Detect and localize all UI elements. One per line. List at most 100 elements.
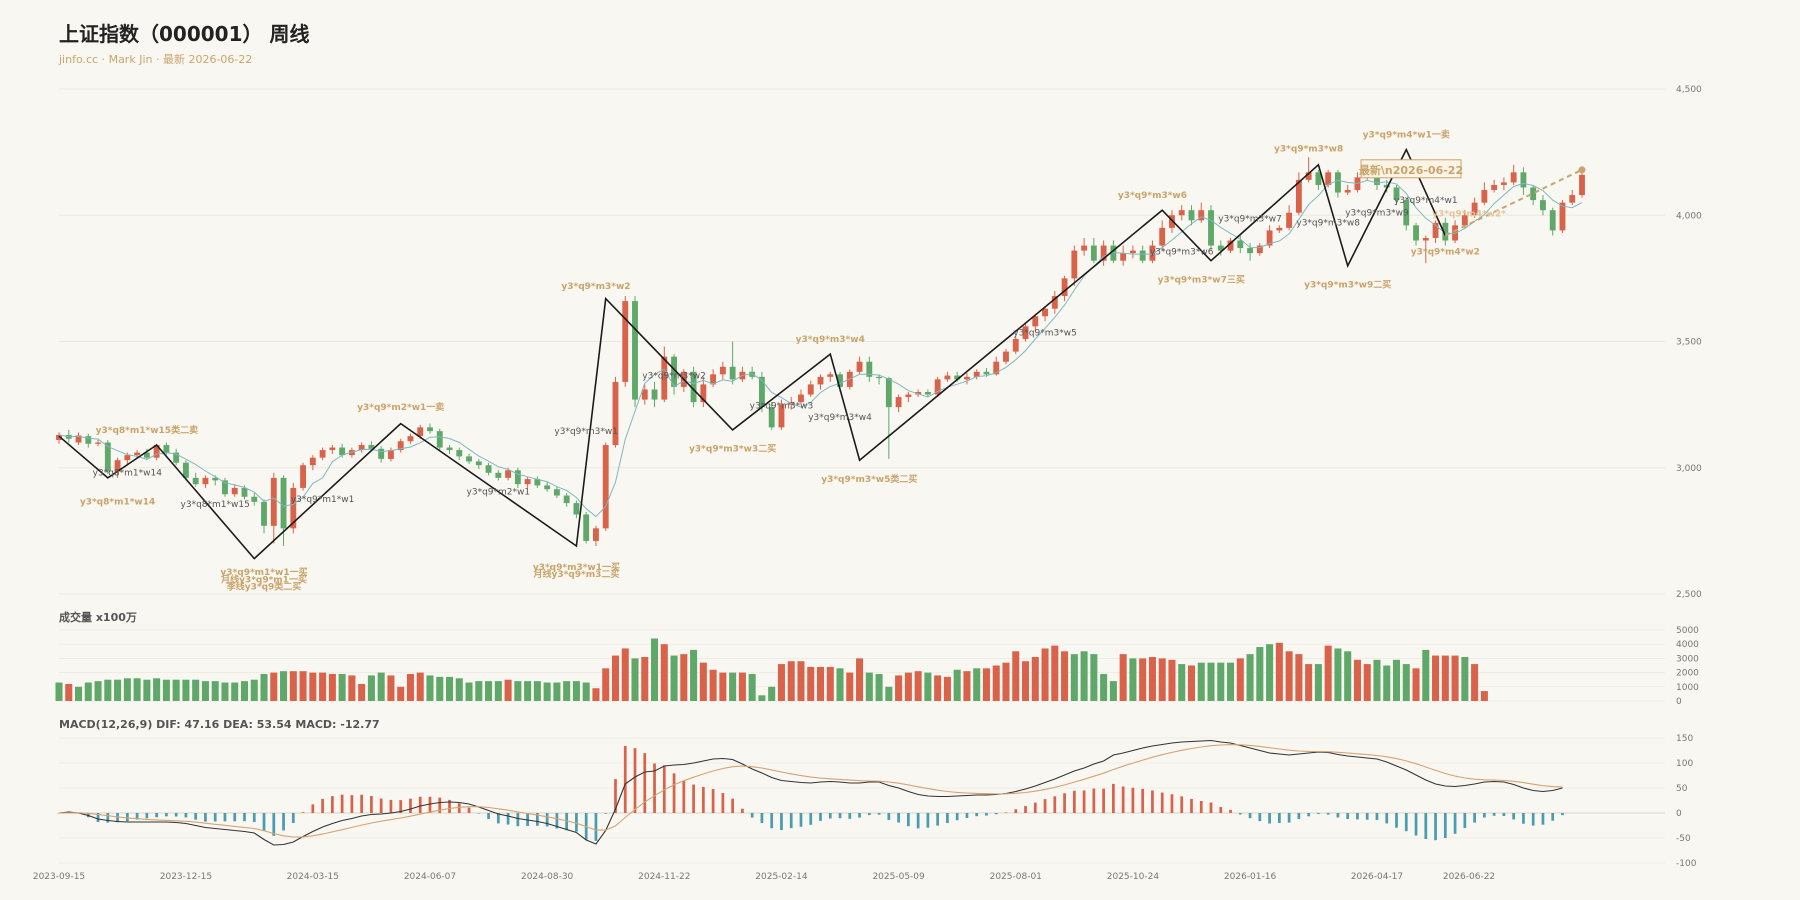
macd-histogram-bar bbox=[301, 812, 305, 813]
volume-bar bbox=[699, 662, 707, 701]
volume-bar bbox=[1480, 691, 1488, 701]
macd-histogram-bar bbox=[389, 799, 393, 813]
volume-bar bbox=[1168, 659, 1176, 701]
volume-tick-label: 5000 bbox=[1676, 626, 1699, 636]
candle-body bbox=[456, 450, 463, 457]
volume-bar bbox=[1031, 656, 1039, 701]
volume-bar bbox=[787, 661, 795, 701]
macd-histogram-bar bbox=[1268, 813, 1271, 824]
candle-body bbox=[1344, 190, 1351, 193]
volume-bar bbox=[240, 681, 249, 701]
macd-histogram-bar bbox=[555, 813, 559, 829]
volume-bar bbox=[1373, 659, 1381, 701]
volume-bar bbox=[1090, 654, 1098, 701]
volume-bar bbox=[1441, 655, 1449, 701]
macd-histogram-bar bbox=[1258, 813, 1262, 822]
macd-histogram-bar bbox=[1336, 813, 1340, 818]
macd-histogram-bar bbox=[1170, 794, 1174, 813]
volume-bar bbox=[1041, 648, 1049, 701]
candle-body bbox=[231, 487, 238, 495]
volume-bar bbox=[1197, 662, 1205, 701]
stroke-annotation: y3*q9*m3*w8 bbox=[1296, 219, 1360, 229]
macd-dif-line bbox=[58, 739, 1563, 846]
volume-bar bbox=[1061, 651, 1069, 701]
macd-histogram-bar bbox=[741, 808, 744, 813]
stroke-annotation: y3*q9*m2*w1一卖 bbox=[357, 401, 444, 413]
x-tick-label: 2024-08-30 bbox=[521, 872, 574, 882]
macd-histogram-bar bbox=[1365, 813, 1369, 820]
macd-histogram-bar bbox=[1082, 790, 1086, 813]
macd-histogram-bar bbox=[350, 795, 354, 813]
macd-title: MACD(12,26,9) DIF: 47.16 DEA: 53.54 MACD… bbox=[59, 718, 380, 731]
macd-histogram-bar bbox=[1141, 788, 1145, 813]
macd-dea-line bbox=[58, 744, 1563, 838]
macd-histogram-bar bbox=[1522, 813, 1525, 824]
macd-histogram-bar bbox=[399, 800, 403, 813]
x-tick-label: 2026-04-17 bbox=[1351, 872, 1403, 882]
volume-bar bbox=[1236, 658, 1244, 701]
candle-body bbox=[544, 485, 551, 490]
macd-tick-label: 50 bbox=[1676, 784, 1688, 794]
macd-histogram-bar bbox=[467, 807, 471, 813]
stroke-annotation: 季线y3*q9类二买 bbox=[226, 580, 302, 592]
x-tick-label: 2024-03-15 bbox=[287, 872, 339, 882]
volume-bar bbox=[84, 682, 92, 701]
volume-bar bbox=[426, 675, 434, 701]
candle-body bbox=[768, 407, 775, 428]
volume-bar bbox=[1285, 651, 1293, 701]
candle-body bbox=[612, 381, 619, 446]
volume-bar bbox=[582, 682, 590, 701]
macd-histogram-bar bbox=[1453, 813, 1457, 834]
macd-histogram-bar bbox=[262, 813, 266, 831]
volume-bar bbox=[1383, 665, 1391, 701]
macd-histogram-bar bbox=[1063, 793, 1066, 813]
macd-histogram-bar bbox=[1395, 813, 1398, 828]
candle-body bbox=[827, 374, 834, 377]
macd-panel: MACD(12,26,9) DIF: 47.16 DEA: 53.54 MACD… bbox=[57, 718, 1564, 846]
macd-histogram-bar bbox=[106, 813, 110, 823]
volume-bar bbox=[494, 681, 502, 701]
volume-bar bbox=[865, 672, 873, 701]
candle-body bbox=[866, 361, 873, 377]
candle-body bbox=[1012, 338, 1019, 352]
macd-histogram-bar bbox=[1326, 813, 1330, 815]
macd-histogram-bar bbox=[145, 813, 149, 819]
macd-histogram-bar bbox=[1561, 813, 1564, 816]
stroke-annotation: y3*q8*m1*w14 bbox=[80, 498, 155, 508]
volume-bar bbox=[1187, 665, 1196, 701]
stroke-annotation: 月线y3*q9*m1一买 bbox=[220, 573, 307, 585]
candle-body bbox=[602, 445, 609, 529]
macd-histogram-bar bbox=[1385, 813, 1389, 824]
candle-body bbox=[954, 375, 961, 380]
volume-bar bbox=[406, 674, 414, 701]
stroke-annotation: y3*q9*m3*w5类二买 bbox=[821, 473, 917, 485]
stroke-line-layer bbox=[58, 147, 1586, 560]
candle-body bbox=[1510, 172, 1517, 183]
macd-histogram-bar bbox=[809, 813, 813, 825]
macd-histogram-bar bbox=[282, 813, 285, 831]
macd-histogram-bar bbox=[1180, 796, 1184, 813]
stroke-annotation: y3*q8*m1*w15类二卖 bbox=[96, 424, 198, 436]
macd-histogram-bar bbox=[643, 753, 647, 813]
macd-histogram-bar bbox=[1443, 813, 1447, 838]
volume-bar bbox=[1002, 662, 1010, 701]
candle-body bbox=[427, 427, 433, 432]
latest-point-marker bbox=[1578, 166, 1586, 174]
candle-body bbox=[1071, 250, 1078, 279]
candle-body bbox=[534, 479, 541, 486]
volume-bar bbox=[114, 679, 122, 701]
macd-histogram-bar bbox=[955, 813, 959, 821]
stroke-annotation: y3*q9*m4*w2* bbox=[1432, 210, 1506, 220]
macd-histogram-bar bbox=[1102, 788, 1105, 813]
macd-histogram-bar bbox=[975, 813, 979, 817]
stroke-annotation: y3*q9*m3*w6 bbox=[1150, 248, 1214, 258]
volume-bar bbox=[1353, 659, 1361, 701]
candle-body bbox=[300, 465, 306, 488]
macd-histogram-bar bbox=[116, 813, 119, 823]
stroke-annotation: y3*q9*m1*w1一买 bbox=[220, 567, 307, 578]
stroke-annotation: y3*q9*m4*w1一卖 bbox=[1363, 129, 1450, 141]
candle-body bbox=[1159, 227, 1166, 246]
macd-histogram-bar bbox=[721, 793, 725, 813]
volume-tick-label: 1000 bbox=[1676, 683, 1699, 693]
volume-bar bbox=[1451, 655, 1459, 701]
